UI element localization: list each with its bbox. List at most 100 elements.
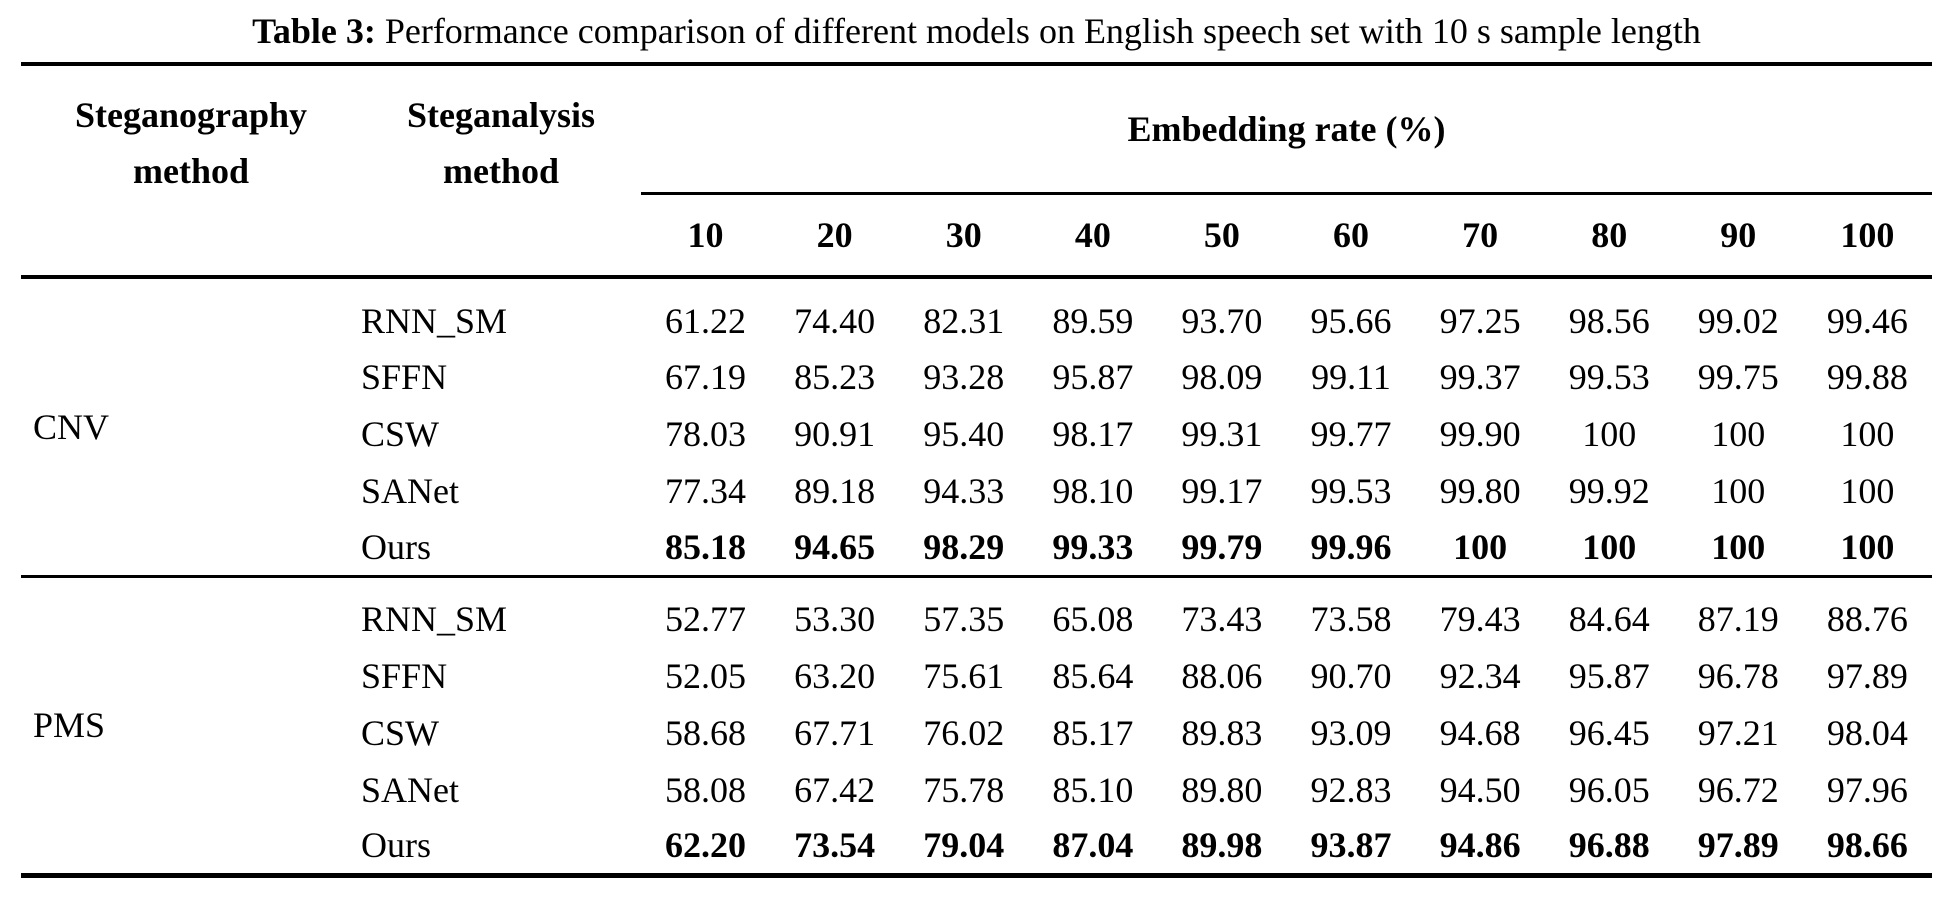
rate-column-header-40: 40 <box>1028 193 1158 279</box>
value-cell: 100 <box>1582 413 1637 454</box>
table-row: Ours 85.18 94.65 98.29 99.33 99.79 99.96… <box>21 519 1932 576</box>
value-cell: 73.54 <box>794 825 876 866</box>
table-row: Ours 62.20 73.54 79.04 87.04 89.98 93.87… <box>21 818 1932 875</box>
performance-table: Steganography method Steganalysis method… <box>21 62 1932 878</box>
value-cell: 92.34 <box>1439 655 1521 696</box>
method-cell: SFFN <box>361 356 448 397</box>
value-cell: 89.80 <box>1181 769 1263 810</box>
value-cell: 96.45 <box>1568 712 1650 753</box>
value-cell: 95.87 <box>1052 356 1134 397</box>
header-steganalysis-method-label: Steganalysis method <box>406 95 596 191</box>
value-cell: 58.68 <box>665 712 747 753</box>
value-cell: 89.83 <box>1181 712 1263 753</box>
value-cell: 74.40 <box>794 300 876 341</box>
value-cell: 58.08 <box>665 769 747 810</box>
header-steganalysis-method: Steganalysis method <box>361 64 641 279</box>
value-cell: 75.61 <box>923 655 1005 696</box>
value-cell: 99.31 <box>1181 413 1263 454</box>
value-cell: 96.88 <box>1568 825 1650 866</box>
method-cell: CSW <box>361 712 440 753</box>
value-cell: 98.56 <box>1568 300 1650 341</box>
rate-column-header-100: 100 <box>1802 193 1932 279</box>
rate-column-header-20: 20 <box>770 193 900 279</box>
value-cell: 97.96 <box>1826 769 1908 810</box>
value-cell: 63.20 <box>794 655 876 696</box>
value-cell: 93.87 <box>1310 825 1392 866</box>
group-label-pms: PMS <box>33 705 106 745</box>
value-cell: 99.53 <box>1568 356 1650 397</box>
value-cell: 84.64 <box>1568 599 1650 640</box>
value-cell: 93.28 <box>923 356 1005 397</box>
value-cell: 90.91 <box>794 413 876 454</box>
value-cell: 99.92 <box>1568 470 1650 511</box>
method-cell: Ours <box>361 825 431 866</box>
value-cell: 99.80 <box>1439 470 1521 511</box>
value-cell: 98.29 <box>923 526 1005 567</box>
table-caption: Table 3: Performance comparison of diffe… <box>0 0 1953 62</box>
value-cell: 94.68 <box>1439 712 1521 753</box>
value-cell: 93.09 <box>1310 712 1392 753</box>
rate-column-header-50: 50 <box>1157 193 1287 279</box>
table-row: SFFN 52.05 63.20 75.61 85.64 88.06 90.70… <box>21 647 1932 704</box>
value-cell: 85.17 <box>1052 712 1134 753</box>
table-row: CNV RNN_SM 61.22 74.40 82.31 89.59 93.70… <box>21 277 1932 447</box>
value-cell: 88.06 <box>1181 655 1263 696</box>
table-row: SFFN 67.19 85.23 93.28 95.87 98.09 99.11… <box>21 348 1932 405</box>
value-cell: 100 <box>1711 470 1766 511</box>
value-cell: 79.43 <box>1439 599 1521 640</box>
value-cell: 87.04 <box>1052 825 1134 866</box>
method-cell: CSW <box>361 413 440 454</box>
value-cell: 79.04 <box>923 825 1005 866</box>
value-cell: 61.22 <box>665 300 747 341</box>
value-cell: 98.09 <box>1181 356 1263 397</box>
value-cell: 52.05 <box>665 655 747 696</box>
value-cell: 99.53 <box>1310 470 1392 511</box>
value-cell: 67.19 <box>665 356 747 397</box>
method-cell: RNN_SM <box>361 300 508 341</box>
value-cell: 62.20 <box>665 825 747 866</box>
rate-column-header-30: 30 <box>899 193 1029 279</box>
header-embedding-rate: Embedding rate (%) <box>641 64 1932 195</box>
value-cell: 99.88 <box>1826 356 1908 397</box>
value-cell: 98.66 <box>1826 825 1908 866</box>
group-pms: PMS RNN_SM 52.77 53.30 57.35 65.08 73.43… <box>21 576 1932 875</box>
value-cell: 97.25 <box>1439 300 1521 341</box>
value-cell: 89.98 <box>1181 825 1263 866</box>
value-cell: 78.03 <box>665 413 747 454</box>
value-cell: 93.70 <box>1181 300 1263 341</box>
value-cell: 73.58 <box>1310 599 1392 640</box>
value-cell: 99.17 <box>1181 470 1263 511</box>
value-cell: 53.30 <box>794 599 876 640</box>
table-row: CSW 58.68 67.71 76.02 85.17 89.83 93.09 … <box>21 704 1932 761</box>
group-label-cnv: CNV <box>33 406 110 447</box>
value-cell: 99.79 <box>1181 526 1263 567</box>
value-cell: 98.17 <box>1052 413 1134 454</box>
value-cell: 82.31 <box>923 300 1005 341</box>
rate-column-header-80: 80 <box>1544 193 1674 279</box>
value-cell: 100 <box>1840 413 1895 454</box>
value-cell: 96.72 <box>1697 769 1779 810</box>
table-row: SANet 58.08 67.42 75.78 85.10 89.80 92.8… <box>21 761 1932 818</box>
header-steganography-method: Steganography method <box>21 64 361 279</box>
value-cell: 90.70 <box>1310 655 1392 696</box>
value-cell: 67.71 <box>794 712 876 753</box>
header-steganography-method-label: Steganography method <box>74 95 308 191</box>
value-cell: 99.37 <box>1439 356 1521 397</box>
value-cell: 85.23 <box>794 356 876 397</box>
value-cell: 100 <box>1711 413 1766 454</box>
value-cell: 99.77 <box>1310 413 1392 454</box>
group-cnv: CNV RNN_SM 61.22 74.40 82.31 89.59 93.70… <box>21 277 1932 576</box>
value-cell: 57.35 <box>923 599 1005 640</box>
value-cell: 99.96 <box>1310 526 1392 567</box>
table-row: PMS RNN_SM 52.77 53.30 57.35 65.08 73.43… <box>21 576 1932 745</box>
value-cell: 85.10 <box>1052 769 1134 810</box>
value-cell: 94.50 <box>1439 769 1521 810</box>
value-cell: 92.83 <box>1310 769 1392 810</box>
method-cell: SFFN <box>361 655 448 696</box>
value-cell: 97.89 <box>1826 655 1908 696</box>
value-cell: 99.90 <box>1439 413 1521 454</box>
value-cell: 73.43 <box>1181 599 1263 640</box>
rate-column-header-90: 90 <box>1673 193 1803 279</box>
value-cell: 95.87 <box>1568 655 1650 696</box>
